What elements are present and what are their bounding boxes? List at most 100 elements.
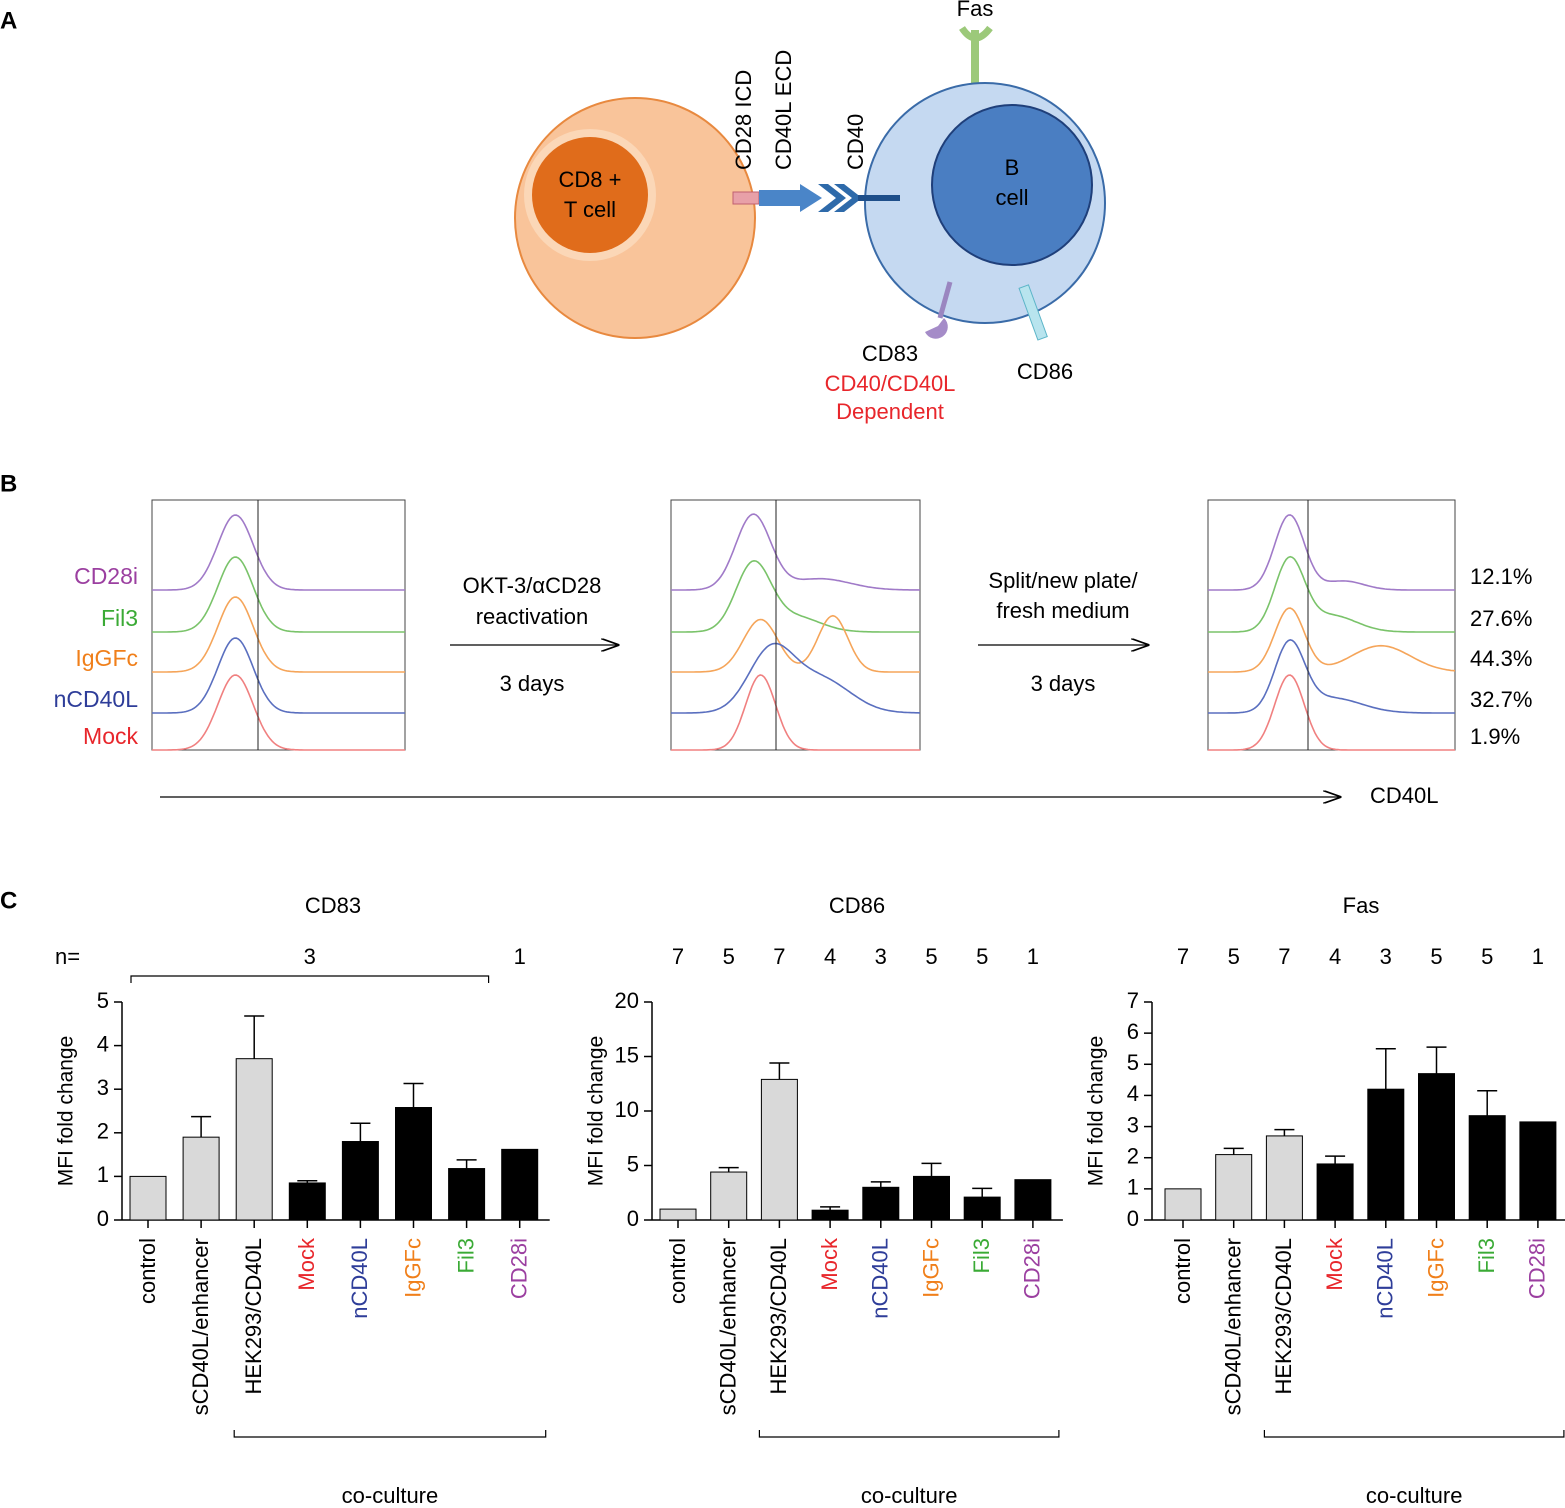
cd40-chevron: [818, 184, 846, 212]
error-bar: [1274, 1128, 1295, 1136]
n-value: 1: [514, 944, 526, 969]
cd83-receptor: [925, 318, 948, 339]
panel-label: A: [0, 7, 17, 34]
cd28-icd: [732, 191, 760, 205]
diagram-label: CD40L ECD: [771, 50, 796, 170]
n-value: 5: [925, 944, 937, 969]
error-bar: [1375, 1047, 1396, 1090]
y-axis-label: MFI fold change: [55, 1036, 78, 1187]
histogram-frame: [151, 499, 406, 751]
sample-label: Mock: [83, 723, 138, 749]
histogram-curve: [1208, 674, 1455, 751]
bar: [710, 1171, 748, 1221]
n-value: 7: [1278, 944, 1290, 969]
x-tick-label: nCD40L: [1373, 1238, 1398, 1319]
histogram-curve: [671, 559, 920, 633]
x-tick-label: HEK293/CD40L: [241, 1238, 266, 1395]
histogram-frame: [670, 499, 921, 751]
bar: [395, 1107, 432, 1221]
n-value: 5: [1481, 944, 1493, 969]
cd40-chevron: [834, 184, 862, 212]
x-tick-label: control: [665, 1238, 690, 1304]
histogram-frame: [1207, 499, 1456, 751]
n-value: 1: [1532, 944, 1544, 969]
t-cell-label: T cell: [564, 197, 616, 222]
chart-title: Fas: [1343, 893, 1380, 918]
y-tick-label: 0: [1127, 1206, 1139, 1231]
fas-receptor: [959, 25, 993, 42]
step-label: 3 days: [500, 671, 565, 696]
error-bar: [921, 1162, 942, 1177]
n-value: 3: [304, 944, 316, 969]
y-tick-label: 20: [615, 988, 639, 1013]
error-bar: [769, 1062, 790, 1080]
bar: [1418, 1073, 1455, 1221]
y-tick-label: 15: [615, 1042, 639, 1067]
error-bar: [191, 1115, 212, 1138]
x-tick-label: sCD40L/enhancer: [1221, 1238, 1246, 1415]
bar: [913, 1175, 950, 1221]
diagram-label: Fas: [957, 0, 994, 21]
x-tick-label: IgGFc: [400, 1238, 425, 1298]
n-value: 5: [976, 944, 988, 969]
bar: [1468, 1115, 1506, 1221]
bar: [760, 1078, 798, 1221]
bar: [811, 1209, 849, 1221]
x-tick-label: CD28i: [1020, 1238, 1045, 1299]
x-tick-label: CD28i: [507, 1238, 532, 1299]
diagram: CD8 + T cell B cell CD28 ICD CD40L ECD C…: [514, 0, 1106, 424]
bar: [235, 1058, 273, 1221]
histogram-curve: [152, 514, 405, 591]
sample-label: CD28i: [74, 563, 138, 589]
histogram-curve: [152, 674, 405, 751]
chart-title: CD83: [305, 893, 361, 918]
diagram-note: CD40/CD40L: [825, 371, 956, 396]
histogram-curve: [152, 596, 405, 673]
group-label: co-culture: [342, 1483, 439, 1508]
histogram-curve: [1208, 514, 1455, 591]
y-tick-label: 0: [627, 1206, 639, 1231]
y-tick-label: 5: [627, 1151, 639, 1176]
error-bar: [870, 1181, 891, 1188]
group-label: co-culture: [861, 1483, 958, 1508]
diagram-label: CD83: [862, 341, 918, 366]
percentage: 1.9%: [1470, 724, 1520, 749]
axis-label: CD40L: [1370, 783, 1438, 808]
x-tick-label: Fil3: [453, 1238, 478, 1273]
histogram-curve: [671, 513, 921, 591]
step-label: fresh medium: [996, 598, 1129, 623]
t-cell-label: CD8 +: [559, 167, 622, 192]
diagram-label: CD40: [843, 114, 868, 170]
n-value: 3: [875, 944, 887, 969]
chart-title: CD86: [829, 893, 885, 918]
error-bar: [820, 1206, 841, 1211]
bar: [129, 1175, 167, 1221]
n-bracket: [130, 975, 490, 983]
bar: [862, 1186, 900, 1221]
b-cell-label: B: [1005, 155, 1020, 180]
n-value: 7: [1177, 944, 1189, 969]
n-value: 5: [1430, 944, 1442, 969]
bar: [182, 1136, 220, 1221]
cd83-stalk: [937, 281, 953, 319]
n-value: 4: [1329, 944, 1341, 969]
sample-label: IgGFc: [75, 645, 138, 671]
error-bar: [350, 1122, 371, 1142]
y-tick-label: 1: [97, 1162, 109, 1187]
y-tick-label: 4: [97, 1031, 109, 1056]
y-tick-label: 7: [1127, 988, 1139, 1013]
panel-label: B: [0, 470, 17, 497]
bar: [1265, 1135, 1303, 1221]
histogram-curve: [1208, 639, 1455, 714]
error-bar: [972, 1187, 993, 1198]
x-tick-label: Mock: [294, 1237, 319, 1291]
x-tick-label: Mock: [817, 1237, 842, 1291]
group-label: co-culture: [1366, 1483, 1463, 1508]
y-tick-label: 6: [1127, 1019, 1139, 1044]
diagram-label: CD86: [1017, 359, 1073, 384]
x-tick-label: CD28i: [1525, 1238, 1550, 1299]
bar: [659, 1208, 697, 1221]
error-bar: [718, 1166, 739, 1173]
error-bar: [456, 1159, 477, 1169]
n-value: 5: [723, 944, 735, 969]
